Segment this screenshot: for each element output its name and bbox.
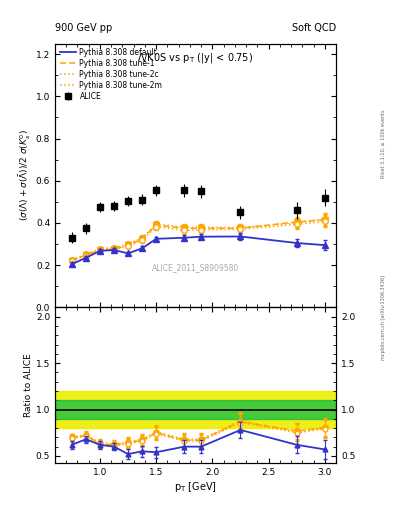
- Pythia 8.308 default: [140, 245, 145, 251]
- Pythia 8.308 tune-1: [84, 252, 88, 258]
- X-axis label: p$_{\rm T}$ [GeV]: p$_{\rm T}$ [GeV]: [174, 480, 217, 494]
- Y-axis label: Ratio to ALICE: Ratio to ALICE: [24, 353, 33, 417]
- Pythia 8.308 tune-2c: [112, 245, 116, 251]
- Pythia 8.308 tune-2m: [294, 221, 299, 227]
- Pythia 8.308 tune-2c: [126, 241, 130, 247]
- Text: Soft QCD: Soft QCD: [292, 23, 336, 33]
- Pythia 8.308 tune-1: [199, 225, 204, 231]
- Line: Pythia 8.308 tune-2m: Pythia 8.308 tune-2m: [72, 221, 325, 261]
- Pythia 8.308 default: [84, 255, 88, 261]
- Pythia 8.308 tune-1: [126, 242, 130, 248]
- Pythia 8.308 tune-2c: [97, 246, 102, 252]
- Pythia 8.308 tune-2m: [182, 227, 187, 233]
- Pythia 8.308 tune-1: [182, 225, 187, 231]
- Pythia 8.308 default: [112, 247, 116, 253]
- Pythia 8.308 tune-2m: [154, 224, 158, 230]
- Text: mcplots.cern.ch [arXiv:1306.3436]: mcplots.cern.ch [arXiv:1306.3436]: [381, 275, 386, 360]
- Pythia 8.308 default: [182, 234, 187, 241]
- Text: Rivet 3.1.10, ≥ 100k events: Rivet 3.1.10, ≥ 100k events: [381, 109, 386, 178]
- Pythia 8.308 tune-2c: [140, 234, 145, 241]
- Pythia 8.308 tune-2c: [294, 220, 299, 226]
- Pythia 8.308 tune-2c: [70, 257, 74, 263]
- Pythia 8.308 tune-2c: [154, 221, 158, 227]
- Pythia 8.308 tune-2c: [322, 216, 327, 222]
- Pythia 8.308 tune-1: [70, 258, 74, 264]
- Pythia 8.308 tune-1: [238, 225, 243, 231]
- Pythia 8.308 default: [97, 248, 102, 254]
- Pythia 8.308 tune-2c: [84, 251, 88, 258]
- Pythia 8.308 tune-2c: [238, 225, 243, 231]
- Pythia 8.308 tune-2m: [97, 247, 102, 253]
- Text: $\Lambda$/K0S vs p$_{\rm T}$ (|y| < 0.75): $\Lambda$/K0S vs p$_{\rm T}$ (|y| < 0.75…: [138, 51, 253, 66]
- Pythia 8.308 tune-1: [294, 219, 299, 225]
- Pythia 8.308 default: [322, 242, 327, 248]
- Pythia 8.308 tune-1: [322, 217, 327, 223]
- Pythia 8.308 tune-2m: [70, 258, 74, 264]
- Pythia 8.308 default: [70, 261, 74, 267]
- Pythia 8.308 tune-2c: [182, 224, 187, 230]
- Pythia 8.308 tune-1: [154, 222, 158, 228]
- Text: 900 GeV pp: 900 GeV pp: [55, 23, 112, 33]
- Pythia 8.308 tune-2m: [126, 243, 130, 249]
- Pythia 8.308 tune-2m: [199, 227, 204, 233]
- Pythia 8.308 tune-1: [112, 246, 116, 252]
- Pythia 8.308 default: [199, 233, 204, 240]
- Pythia 8.308 tune-2m: [84, 252, 88, 259]
- Pythia 8.308 default: [238, 233, 243, 240]
- Pythia 8.308 default: [154, 236, 158, 242]
- Pythia 8.308 tune-2m: [140, 237, 145, 243]
- Pythia 8.308 tune-2m: [238, 226, 243, 232]
- Line: Pythia 8.308 default: Pythia 8.308 default: [72, 237, 325, 264]
- Pythia 8.308 tune-2c: [199, 224, 204, 230]
- Pythia 8.308 default: [294, 240, 299, 246]
- Y-axis label: $(\sigma(\Lambda)+\sigma(\bar{\Lambda}))/2\ \sigma(K^{0}_{s})$: $(\sigma(\Lambda)+\sigma(\bar{\Lambda}))…: [18, 130, 33, 222]
- Line: Pythia 8.308 tune-1: Pythia 8.308 tune-1: [72, 220, 325, 261]
- Pythia 8.308 tune-2m: [112, 246, 116, 252]
- Pythia 8.308 tune-1: [97, 247, 102, 253]
- Pythia 8.308 default: [126, 250, 130, 257]
- Text: ALICE_2011_S8909580: ALICE_2011_S8909580: [152, 263, 239, 272]
- Pythia 8.308 tune-2m: [322, 218, 327, 224]
- Pythia 8.308 tune-1: [140, 236, 145, 242]
- Line: Pythia 8.308 tune-2c: Pythia 8.308 tune-2c: [72, 219, 325, 260]
- Legend: Pythia 8.308 default, Pythia 8.308 tune-1, Pythia 8.308 tune-2c, Pythia 8.308 tu: Pythia 8.308 default, Pythia 8.308 tune-…: [57, 46, 165, 103]
